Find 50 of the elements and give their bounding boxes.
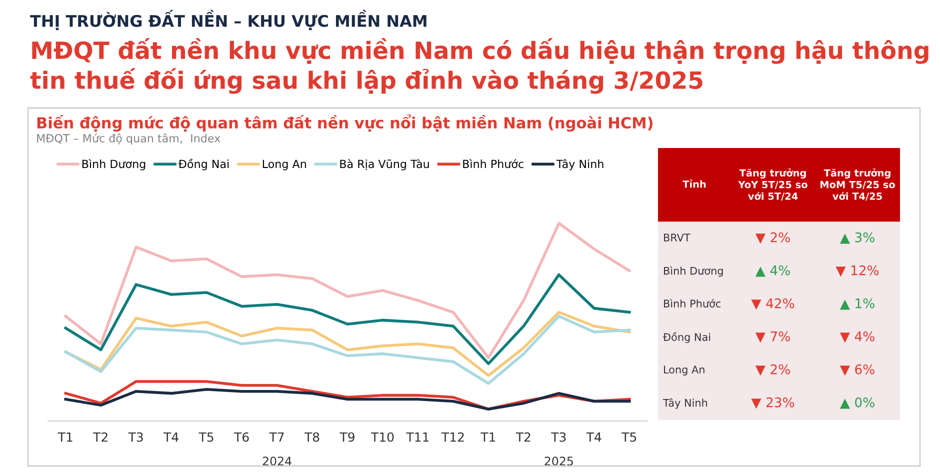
legend-label: Long An xyxy=(262,160,306,170)
x-tick-label: T10 xyxy=(370,432,394,442)
category-label: Tây Ninh xyxy=(662,398,708,409)
x-tick-label: T3 xyxy=(128,432,143,442)
x-tick-label: T12 xyxy=(441,432,464,442)
text: THỊ TRƯỜNG ĐẤT NỀN – KHU VỰC MIỀN NAM xyxy=(30,10,426,30)
text: ▼ 42% xyxy=(751,298,794,310)
legend-label: Đồng Nai xyxy=(178,158,229,170)
text: 2024 xyxy=(262,456,292,466)
x-tick-label: T3 xyxy=(551,432,566,442)
text: ▼ 4% xyxy=(840,331,874,343)
text: ▼ 2% xyxy=(755,364,790,376)
text: ▼ 2% xyxy=(755,232,790,244)
x-tick-label: T11 xyxy=(406,432,429,442)
x-tick-label: T5 xyxy=(198,432,214,442)
x-tick-label: T4 xyxy=(586,432,602,442)
legend-label: Tây Ninh xyxy=(556,159,604,170)
category-label: Tỉnh xyxy=(682,179,706,188)
x-tick-label: T5 xyxy=(622,432,636,442)
category-label: Bình Dương xyxy=(664,266,723,277)
x-tick-label: T2 xyxy=(516,432,530,442)
x-tick-label: T1 xyxy=(58,432,72,442)
text: ▼ 6% xyxy=(840,364,874,376)
category-label: Bình Phước xyxy=(664,299,720,308)
text: 2025 xyxy=(544,456,573,466)
chart-title: Biến động mức độ quan tâm đất nền vực nổi bật miền Nam (ngoài HCM) xyxy=(37,114,652,132)
legend-label: Bình Dương xyxy=(82,159,146,170)
category-label: Tăng trưởng YoY 5T/25 so với 5T/24 xyxy=(738,168,808,201)
text: ▲ 1% xyxy=(840,298,874,310)
legend-label: Bà Rịa Vũng Tàu xyxy=(340,159,429,170)
category-label: Đồng Nai xyxy=(663,332,710,343)
category-label: BRVT xyxy=(664,234,690,242)
x-tick-label: T1 xyxy=(480,432,496,442)
text: MĐQT đất nền khu vực miền Nam có dấu hiệu thận trọng hậu thông tin thuế đối ứng sau khi lập đỉnh vào tháng 3/2025 xyxy=(30,38,928,94)
x-tick-label: T4 xyxy=(163,432,178,442)
chart-subtitle: MĐQT – Mức độ quan tâm, Index xyxy=(37,133,220,145)
text: ▲ 3% xyxy=(840,232,874,244)
legend-label: Bình Phước xyxy=(463,159,524,168)
text: ▼ 12% xyxy=(836,265,879,277)
text: ▼ 7% xyxy=(755,331,790,343)
text: ▼ 23% xyxy=(751,397,794,409)
text: ▲ 0% xyxy=(840,397,874,409)
category-label: Tăng trưởng MoM T5/25 so với T4/25 xyxy=(820,168,895,201)
category-label: Long An xyxy=(664,366,704,376)
x-tick-label: T8 xyxy=(304,432,320,442)
x-tick-label: T7 xyxy=(269,432,284,442)
x-tick-label: T9 xyxy=(340,432,354,442)
text: ▲ 4% xyxy=(755,265,790,277)
x-tick-label: T6 xyxy=(234,432,249,442)
x-tick-label: T2 xyxy=(93,432,108,442)
